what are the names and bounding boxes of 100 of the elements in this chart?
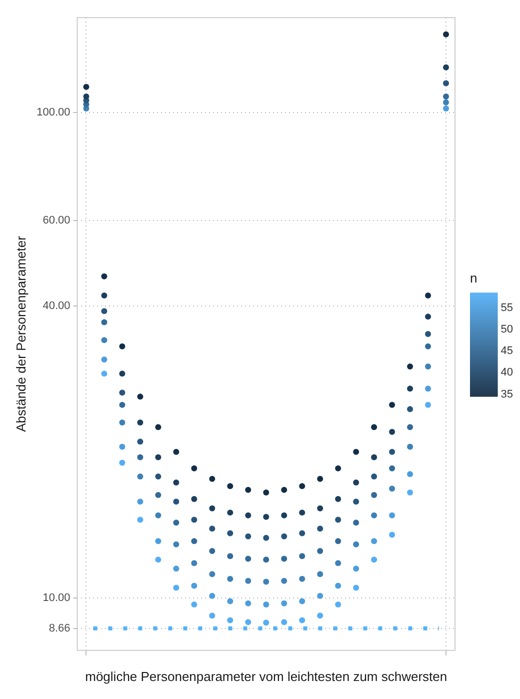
point <box>173 541 180 548</box>
point <box>209 571 216 578</box>
point <box>281 556 288 562</box>
color-bar-label: 35 <box>500 388 514 400</box>
x-axis-title: mögliche Personenparameter vom leichtesten zum schwersten <box>85 668 448 684</box>
point <box>209 476 216 482</box>
point <box>101 356 108 363</box>
point <box>191 516 198 523</box>
point <box>101 308 108 314</box>
point <box>227 553 234 560</box>
color-bar-label: 55 <box>500 302 514 314</box>
point <box>317 612 324 619</box>
y-tick-label: 100.00 <box>36 106 70 119</box>
point <box>155 538 162 544</box>
point <box>119 370 126 377</box>
point <box>119 419 126 426</box>
color-bar-label: 40 <box>500 366 514 379</box>
point <box>137 516 144 523</box>
point <box>389 532 396 538</box>
point <box>335 465 342 472</box>
point <box>353 541 360 548</box>
point <box>101 370 108 377</box>
point <box>263 601 270 608</box>
point <box>371 492 378 498</box>
point <box>209 505 216 512</box>
point <box>425 402 432 408</box>
point <box>245 578 252 584</box>
point <box>371 473 378 480</box>
point <box>263 556 270 563</box>
point <box>407 489 414 496</box>
point <box>245 512 252 518</box>
point <box>335 516 342 523</box>
point <box>101 292 108 299</box>
point <box>155 473 162 480</box>
point <box>299 510 306 516</box>
color-bar-label: 45 <box>500 345 514 358</box>
point <box>443 80 450 86</box>
point <box>245 486 252 493</box>
point <box>191 582 198 589</box>
point <box>281 600 288 606</box>
point <box>101 319 108 326</box>
color-bar-label: 50 <box>500 323 514 336</box>
point <box>353 448 360 455</box>
y-axis-title: Abstände der Personenparameter <box>13 235 28 432</box>
y-tick-label: 40.00 <box>42 300 70 312</box>
point <box>281 533 288 540</box>
color-bar-title: n <box>470 270 478 286</box>
point <box>335 601 342 608</box>
point <box>119 460 126 466</box>
point <box>425 314 432 320</box>
point <box>191 496 198 502</box>
point <box>263 534 270 541</box>
point <box>389 465 396 472</box>
point <box>407 471 414 478</box>
point <box>353 584 360 591</box>
point <box>137 419 144 426</box>
point <box>209 592 216 599</box>
point <box>245 556 252 562</box>
point <box>371 454 378 460</box>
point <box>407 444 414 450</box>
y-tick-label: 60.00 <box>42 214 70 226</box>
point <box>281 512 288 518</box>
point <box>119 390 126 396</box>
point <box>209 548 216 554</box>
point <box>317 571 324 578</box>
point <box>281 619 288 626</box>
point <box>227 617 234 624</box>
point <box>443 106 450 112</box>
point <box>443 64 450 70</box>
point <box>371 556 378 563</box>
point <box>155 454 162 460</box>
point <box>407 363 414 370</box>
point <box>137 394 144 400</box>
point <box>119 343 126 350</box>
point <box>389 448 396 455</box>
point <box>425 330 432 337</box>
point <box>389 402 396 408</box>
point <box>173 448 180 455</box>
point <box>407 386 414 392</box>
point <box>317 548 324 554</box>
point <box>155 424 162 430</box>
point <box>281 578 288 584</box>
point <box>299 553 306 560</box>
point <box>425 343 432 350</box>
point <box>407 406 414 412</box>
point <box>209 612 216 619</box>
point <box>353 566 360 572</box>
point <box>227 576 234 582</box>
point <box>281 486 288 493</box>
point <box>191 560 198 566</box>
point <box>191 538 198 544</box>
point <box>389 512 396 518</box>
point <box>263 578 270 585</box>
point <box>263 620 270 626</box>
point <box>299 617 306 624</box>
point <box>335 582 342 589</box>
point <box>245 600 252 606</box>
point <box>101 273 108 280</box>
point <box>227 510 234 516</box>
point <box>299 598 306 604</box>
